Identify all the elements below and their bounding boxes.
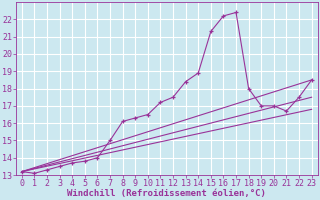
X-axis label: Windchill (Refroidissement éolien,°C): Windchill (Refroidissement éolien,°C) bbox=[67, 189, 266, 198]
